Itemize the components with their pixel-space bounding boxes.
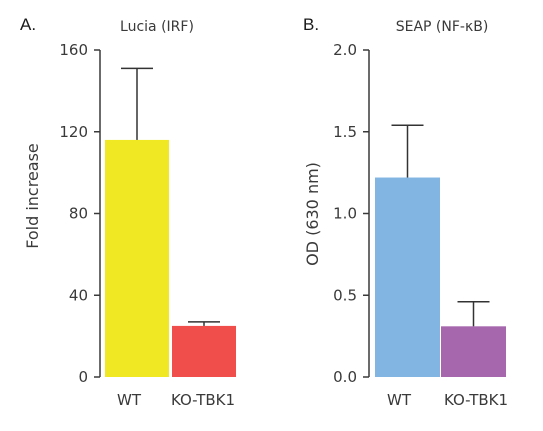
bar-ko-tbk1 [172,325,236,377]
y-tick-label: 0.5 [333,286,357,304]
bar-ko-tbk1 [441,326,506,377]
panel-label-b: B. [303,15,319,34]
y-tick-label: 40 [69,286,88,304]
y-tick-label: 1.5 [333,123,357,141]
chart-title-a: Lucia (IRF) [120,19,194,35]
y-tick-label: 0 [78,368,88,386]
y-tick-label: 160 [59,41,88,59]
y-axis-label-a: Fold increase [23,143,42,249]
y-tick-label: 80 [69,205,88,223]
y-tick-label: 2.0 [333,41,357,59]
y-ticks-a: 0 40 80 120 160 [59,41,100,386]
bar-wt [105,139,169,377]
panel-label-a: A. [20,15,36,34]
y-ticks-b: 0.0 0.5 1.0 1.5 2.0 [333,41,369,386]
category-label: KO-TBK1 [444,391,508,409]
bars-a [105,67,236,377]
chart-title-b: SEAP (NF-κB) [396,19,489,35]
chart-panel-b: B. SEAP (NF-κB) OD (630 nm) 0.0 0.5 1.0 1.5… [303,15,508,409]
y-tick-label: 1.0 [333,205,357,223]
category-label: WT [387,391,412,409]
y-axis-label-b: OD (630 nm) [303,162,322,266]
y-tick-label: 0.0 [333,368,357,386]
category-label: KO-TBK1 [171,391,235,409]
bar-wt [375,177,440,377]
y-tick-label: 120 [59,123,88,141]
category-label: WT [117,391,142,409]
category-labels-b: WT KO-TBK1 [387,391,508,409]
chart-panel-a: A. Lucia (IRF) Fold increase 0 40 80 120 160… [20,15,236,409]
bars-b [375,124,506,377]
category-labels-a: WT KO-TBK1 [117,391,235,409]
